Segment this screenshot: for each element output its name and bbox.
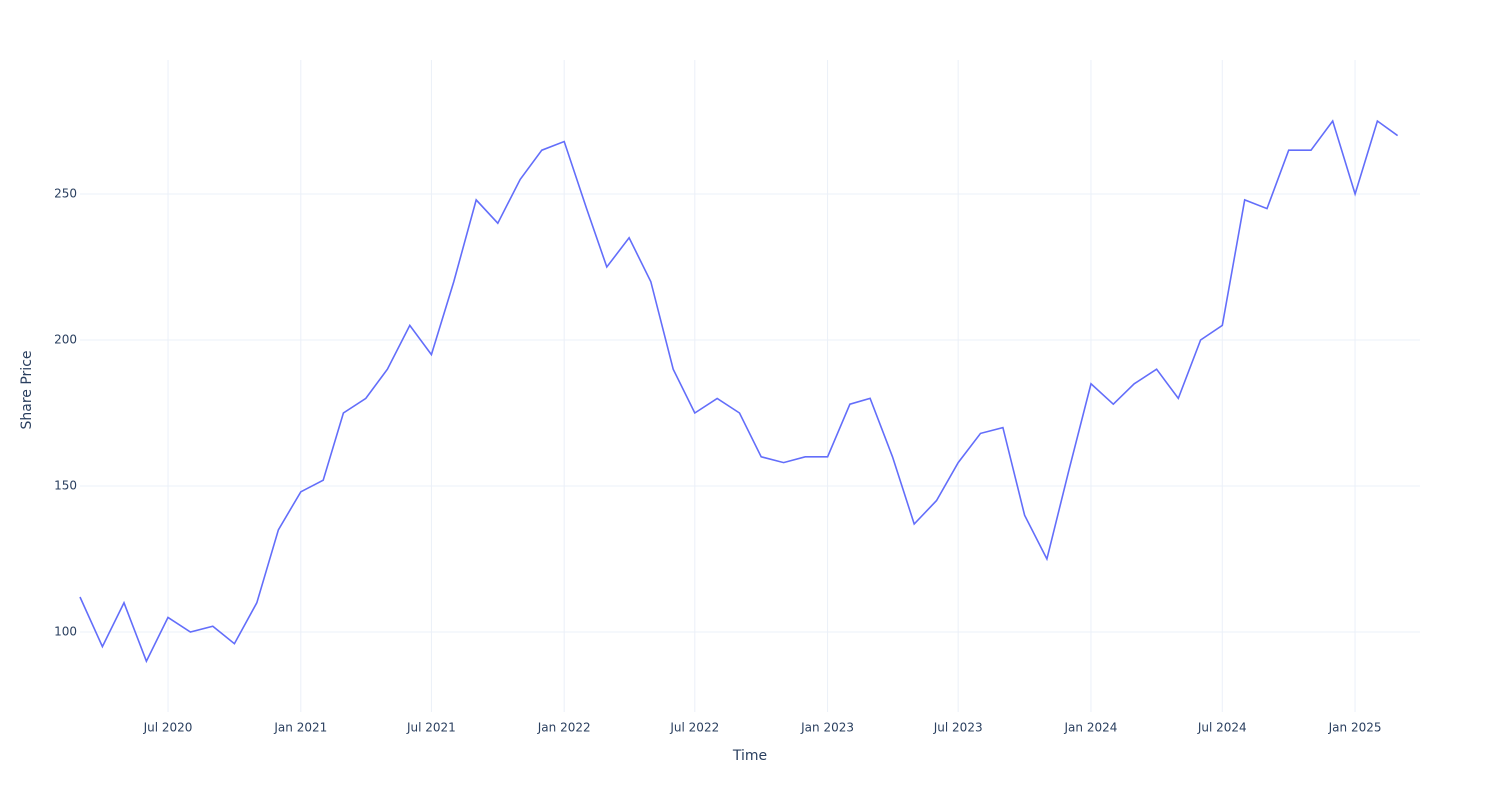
x-axis-title: Time xyxy=(732,748,767,764)
x-tick-label: Jan 2023 xyxy=(800,721,854,735)
y-axis-title: Share Price xyxy=(19,350,35,429)
x-tick-label: Jul 2024 xyxy=(1197,721,1247,735)
y-tick-label: 100 xyxy=(54,624,77,638)
y-tick-label: 200 xyxy=(54,333,77,347)
price-line xyxy=(79,119,1399,664)
y-tick-label: 250 xyxy=(54,187,77,201)
x-tick-label: Jan 2021 xyxy=(273,721,327,735)
x-tick-label: Jan 2025 xyxy=(1328,721,1382,735)
x-tick-label: Jan 2024 xyxy=(1064,721,1118,735)
y-tick-label: 150 xyxy=(54,479,77,493)
x-tick-label: Jul 2020 xyxy=(143,721,193,735)
x-tick-label: Jul 2021 xyxy=(406,721,456,735)
x-tick-label: Jan 2022 xyxy=(537,721,591,735)
x-tick-label: Jul 2023 xyxy=(933,721,983,735)
x-tick-label: Jul 2022 xyxy=(669,721,719,735)
